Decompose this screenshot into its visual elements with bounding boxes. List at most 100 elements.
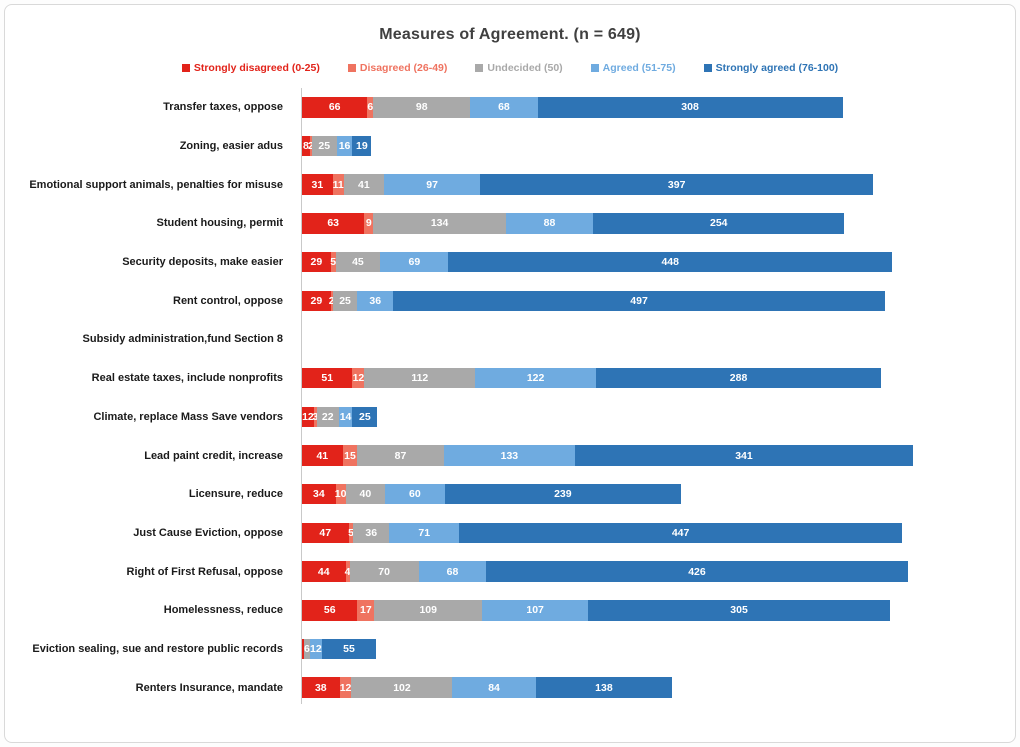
category-label: Emotional support animals, penalties for…	[29, 178, 283, 191]
legend-label: Strongly agreed (76-100)	[715, 62, 839, 74]
bar-segment-undecided: 112	[364, 367, 476, 389]
chart-row: Right of First Refusal, oppose 44 4 70 68 426	[5, 552, 1015, 591]
bar-segment-agreed: 69	[380, 251, 449, 273]
chart-row: Eviction sealing, sue and restore public…	[5, 630, 1015, 669]
value-label: 88	[543, 217, 556, 230]
value-label: 254	[709, 217, 728, 230]
chart-row: Rent control, oppose 29 2 25 36 497	[5, 281, 1015, 320]
value-label: 9	[365, 217, 372, 230]
value-label: 6	[367, 101, 374, 114]
value-label: 41	[316, 449, 329, 462]
bar-segment-disagreed: 2	[329, 290, 335, 312]
bar-segment-disagreed: 2	[308, 135, 314, 157]
bar-segment-strongly-agreed: 341	[575, 445, 913, 466]
value-label: 107	[526, 604, 544, 617]
value-label: 41	[358, 178, 370, 191]
value-label: 97	[426, 178, 438, 191]
bar-stack: 44 4 70 68 426	[302, 561, 908, 582]
value-label: 22	[321, 410, 334, 423]
legend-swatch-agreed	[590, 64, 599, 72]
bar-segment-strongly-agreed: 305	[588, 600, 891, 621]
value-label: 45	[352, 256, 364, 269]
bar-stack: 38 12 102 84 138	[302, 677, 673, 698]
bar-segment-undecided: 87	[357, 445, 444, 466]
bar-segment-disagreed: 11	[333, 174, 344, 195]
chart-row: Emotional support animals, penalties for…	[5, 165, 1015, 204]
bar-stack: 66 6 98 68 308	[302, 97, 843, 118]
category-label: Rent control, oppose	[173, 294, 283, 307]
chart-row: Lead paint credit, increase 41 15 87 133 341	[5, 436, 1015, 475]
category-label: Transfer taxes, oppose	[163, 101, 283, 114]
legend-item-undecided: Undecided (50)	[475, 61, 563, 75]
bar-segment-strongly-agreed: 308	[537, 97, 843, 118]
value-label: 497	[630, 294, 648, 307]
value-label: 10	[334, 488, 347, 501]
bar-segment-strongly-disagreed: 47	[302, 522, 349, 544]
bar-segment-strongly-agreed: 55	[321, 638, 377, 660]
category-label: Real estate taxes, include nonprofits	[91, 372, 283, 385]
bar-segment-strongly-agreed: 448	[448, 251, 892, 273]
value-label: 6	[304, 642, 310, 655]
bar-segment-undecided: 36	[353, 522, 390, 544]
value-label: 112	[411, 372, 429, 385]
category-label: Renters Insurance, mandate	[135, 681, 283, 694]
bar-segment-undecided: 134	[373, 213, 506, 234]
value-label: 69	[408, 256, 421, 269]
category-label: Just Cause Eviction, oppose	[133, 526, 283, 539]
value-label: 3	[312, 410, 319, 423]
value-label: 122	[526, 372, 545, 385]
bar-segment-disagreed: 12	[339, 677, 352, 698]
plot-area: Transfer taxes, oppose 66 6 98 68 308 Zoning, …	[5, 88, 1015, 707]
chart-row: Just Cause Eviction, oppose 47 5 36 71 447	[5, 514, 1015, 553]
bar-segment-strongly-agreed: 426	[486, 561, 908, 582]
chart-row: Subsidy administration,fund Section 8	[5, 320, 1015, 359]
bar-segment-strongly-disagreed: 63	[302, 213, 365, 234]
bar-segment-agreed: 14	[338, 406, 353, 428]
bar-stack: 47 5 36 71 447	[302, 522, 902, 544]
value-label: 397	[667, 178, 686, 191]
bar-stack: 29 2 25 36 497	[302, 290, 886, 312]
value-label: 305	[730, 604, 748, 617]
bar-segment-strongly-agreed: 25	[352, 406, 378, 428]
chart-row: Real estate taxes, include nonprofits 51 1…	[5, 359, 1015, 398]
chart-row: Student housing, permit 63 9 134 88 254	[5, 204, 1015, 243]
bar-stack: 56 17 109 107 305	[302, 600, 891, 621]
bar-segment-strongly-disagreed: 51	[302, 367, 353, 389]
bar-stack: 12 3 22 14 25	[302, 406, 378, 428]
category-label: Right of First Refusal, oppose	[126, 565, 283, 578]
value-label: 36	[365, 526, 378, 539]
legend-swatch-disagreed	[347, 64, 356, 72]
bar-segment-undecided: 6	[303, 638, 310, 660]
bar-segment-disagreed: 10	[334, 483, 347, 505]
legend-swatch-strongly-disagreed	[181, 64, 190, 72]
bar-segment-disagreed: 15	[342, 445, 358, 466]
bar-segment-strongly-disagreed: 29	[302, 251, 331, 273]
chart-row: Security deposits, make easier 29 5 45 69 448	[5, 243, 1015, 282]
bar-stack: 6 12 55	[302, 638, 377, 660]
bar-segment-strongly-disagreed: 34	[302, 483, 336, 505]
legend-label: Undecided (50)	[487, 62, 563, 74]
chart-row: Licensure, reduce 34 10 40 60 239	[5, 475, 1015, 514]
category-label: Student housing, permit	[156, 217, 284, 230]
bar-stack: 82 25 16 19	[302, 135, 372, 157]
bar-segment-undecided: 22	[316, 406, 339, 428]
bar-segment-strongly-agreed: 288	[596, 367, 882, 389]
chart-legend: Strongly disagreed (0-25) Disagreed (26-4…	[5, 61, 1015, 75]
value-label: 29	[310, 256, 323, 269]
legend-item-strongly-agreed: Strongly agreed (76-100)	[703, 61, 839, 75]
value-label: 138	[595, 681, 613, 694]
bar-segment-strongly-disagreed: 8	[302, 135, 310, 157]
bar-segment-disagreed: 9	[364, 213, 374, 234]
bar-segment-strongly-disagreed	[302, 638, 304, 660]
legend-label: Disagreed (26-49)	[359, 62, 448, 74]
value-label: 25	[339, 294, 351, 307]
bar-segment-undecided: 25	[311, 135, 337, 157]
legend-swatch-undecided	[475, 64, 484, 72]
value-label: 12	[302, 410, 314, 423]
value-label: 12	[339, 681, 352, 694]
value-label: 308	[681, 101, 699, 114]
bar-segment-strongly-agreed: 138	[535, 677, 673, 698]
value-label: 70	[378, 565, 390, 578]
chart-row: Zoning, easier adus 82 25 16 19	[5, 127, 1015, 166]
bar-segment-agreed: 97	[384, 174, 481, 195]
